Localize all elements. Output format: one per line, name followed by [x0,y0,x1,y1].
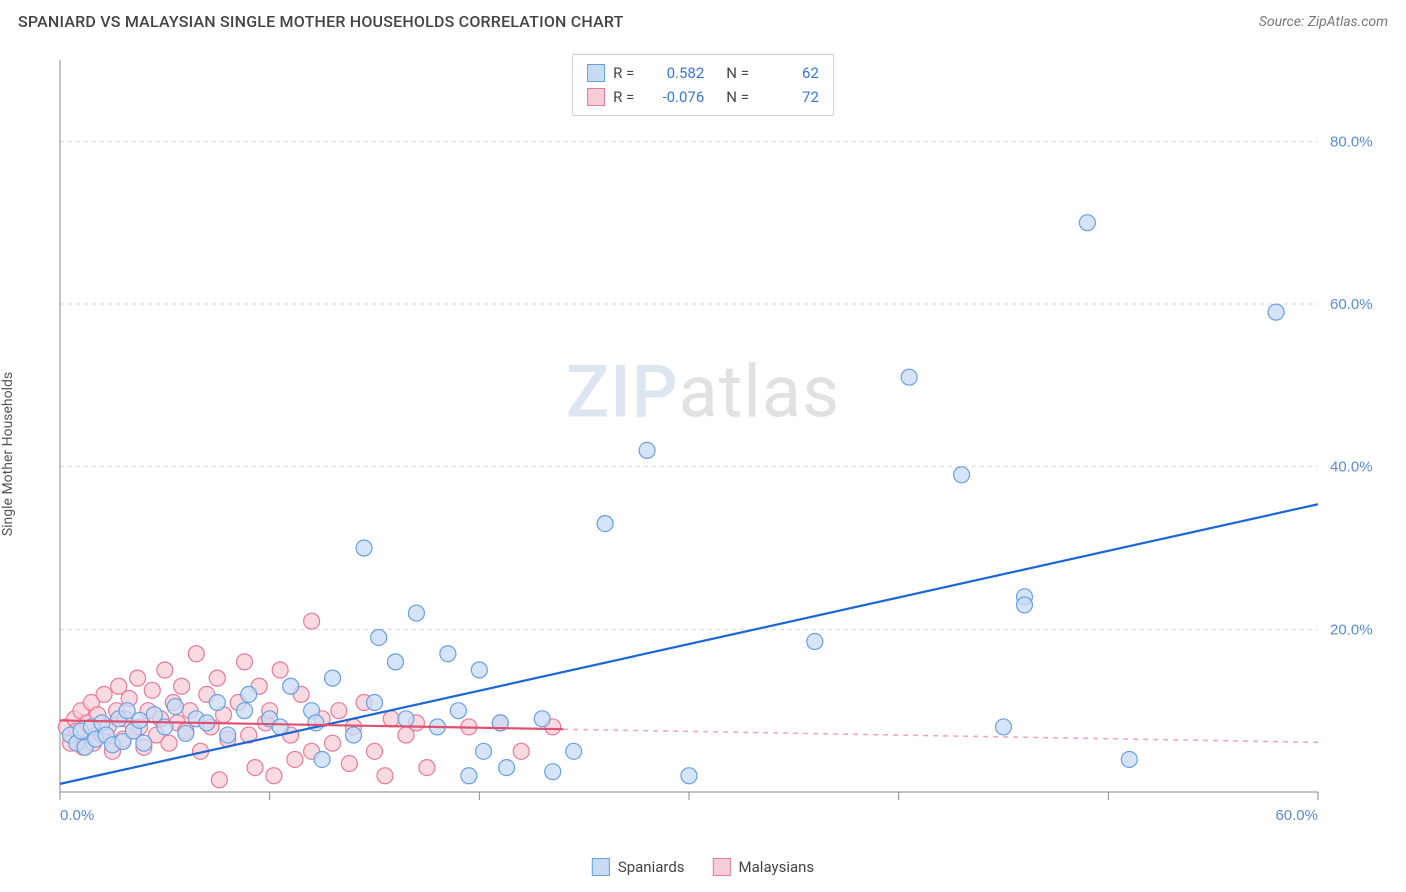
svg-text:0.0%: 0.0% [60,807,94,824]
n-value-malaysians: 72 [757,85,819,109]
legend-row-spaniards: R = 0.582 N = 62 [587,61,819,85]
svg-text:80.0%: 80.0% [1330,133,1373,150]
series-legend: Spaniards Malaysians [592,858,814,876]
r-value-spaniards: 0.582 [642,61,704,85]
n-label: N = [726,85,749,109]
source-attribution: Source: ZipAtlas.com [1259,14,1388,30]
svg-text:40.0%: 40.0% [1330,459,1373,476]
n-value-spaniards: 62 [757,61,819,85]
svg-text:60.0%: 60.0% [1330,296,1373,313]
legend-label-spaniards: Spaniards [618,858,685,876]
legend-swatch-malaysians [587,88,605,106]
scatter-plot: 20.0% 40.0% 60.0% 80.0% 0.0% 60.0% [50,50,1388,832]
legend-swatch-spaniards [592,858,610,876]
legend-label-malaysians: Malaysians [739,858,815,876]
r-value-malaysians: -0.076 [642,85,704,109]
y-axis-label: Single Mother Households [0,372,16,536]
correlation-legend: R = 0.582 N = 62 R = -0.076 N = 72 [572,54,834,116]
n-label: N = [726,61,749,85]
svg-text:20.0%: 20.0% [1330,621,1373,638]
legend-swatch-malaysians [713,858,731,876]
r-label: R = [613,85,634,109]
svg-text:60.0%: 60.0% [1275,807,1318,824]
r-label: R = [613,61,634,85]
legend-item-spaniards: Spaniards [592,858,685,876]
legend-row-malaysians: R = -0.076 N = 72 [587,85,819,109]
chart-title: SPANIARD VS MALAYSIAN SINGLE MOTHER HOUS… [18,12,624,31]
chart-header: SPANIARD VS MALAYSIAN SINGLE MOTHER HOUS… [18,12,1388,31]
legend-item-malaysians: Malaysians [713,858,815,876]
legend-swatch-spaniards [587,64,605,82]
